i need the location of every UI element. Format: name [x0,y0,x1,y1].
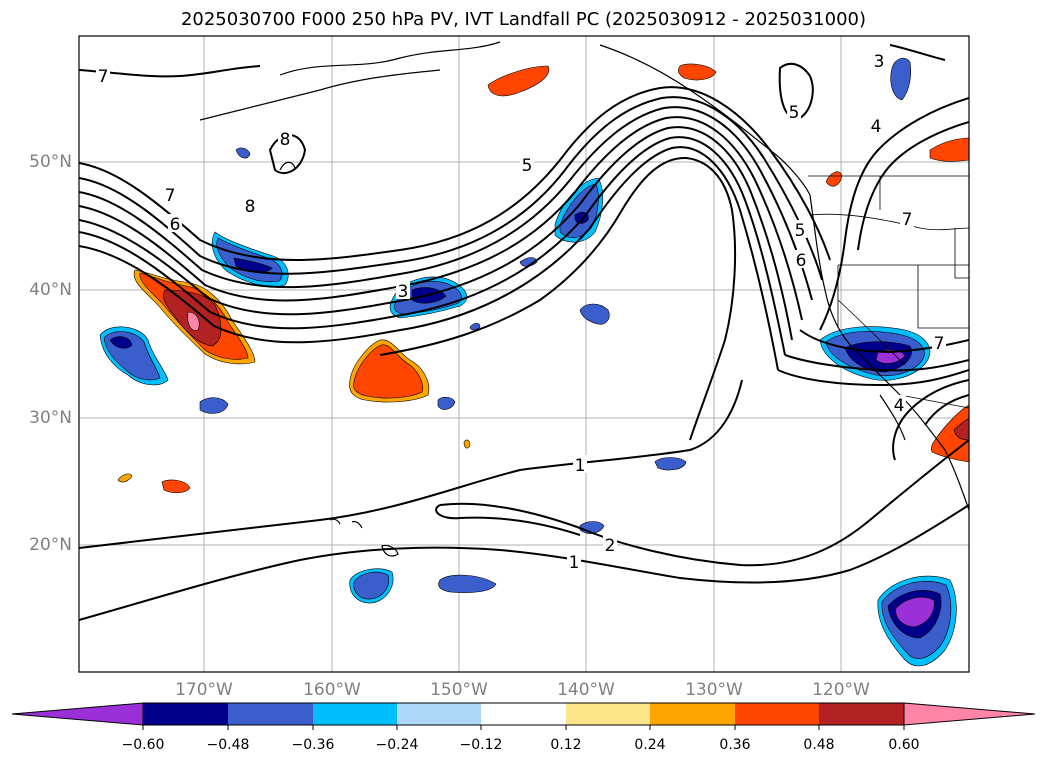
contour-label: 2 [605,536,616,556]
positive-anomaly-regions [117,63,969,494]
contour-labels: 7 8 8 7 6 5 3 5 3 4 5 7 6 5 7 4 1 2 1 [98,52,945,573]
colorbar-tick-label: 0.24 [634,737,666,753]
contour-label: 6 [796,251,807,271]
contour-label: 5 [795,221,806,241]
colorbar-tick-label: −0.60 [121,737,165,753]
contour-label: 1 [575,456,586,476]
lon-label-160w: 160°W [303,680,361,700]
colorbar-tick-label: −0.12 [459,737,503,753]
contour-1-north [79,379,743,549]
neg-blob-ne-gulf [890,57,912,101]
contour-1-south [79,504,969,621]
lon-label-170w: 170°W [175,680,233,700]
contour-label: 7 [902,210,913,230]
colorbar-min-extend [11,702,144,726]
contour-label: 1 [569,553,580,573]
contour-label: 8 [245,197,256,217]
contour-label: 7 [934,334,945,354]
contour-label: 7 [98,67,109,87]
pos-blob-north [487,65,550,97]
lat-label-20n: 20°N [29,535,72,555]
lon-label-120w: 120°W [812,680,870,700]
lon-label-150w: 150°W [430,680,488,700]
colorbar-tick-label: 0.48 [803,737,835,753]
colorbar-max-extend [903,702,1036,726]
contour-label: 6 [170,215,181,235]
map-panel: 7 8 8 7 6 5 3 5 3 4 5 7 6 5 7 4 1 2 1 [79,36,969,672]
contour-label: 3 [398,282,409,302]
contour-label: 8 [280,130,291,150]
contour-label-bgs [96,51,946,570]
contour-label: 7 [165,186,176,206]
map-frame [78,35,970,673]
borders [808,175,969,409]
lat-label-50n: 50°N [29,152,72,172]
colorbar-tick-label: 0.36 [719,737,751,753]
contour-label: 4 [871,117,882,137]
contour-label: 4 [894,396,905,416]
contour-label: 3 [874,52,885,72]
colorbar [11,702,1036,730]
contour-label: 5 [789,103,800,123]
map-title: 2025030700 F000 250 hPa PV, IVT Landfall… [180,9,867,30]
colorbar-tick-label: −0.24 [375,737,419,753]
lat-label-40n: 40°N [29,280,72,300]
lon-label-130w: 130°W [685,680,743,700]
colorbar-tick-label: 0.12 [550,737,582,753]
colorbar-tick-label: −0.48 [206,737,250,753]
negative-anomaly-regions [99,57,957,667]
contour-label: 5 [522,156,533,176]
pv-contours [79,44,969,621]
lon-label-140w: 140°W [557,680,615,700]
colorbar-tick-label: −0.36 [291,737,335,753]
colorbar-tick-label: 0.60 [888,737,920,753]
contour-2 [439,439,969,567]
lat-label-30n: 30°N [29,408,72,428]
